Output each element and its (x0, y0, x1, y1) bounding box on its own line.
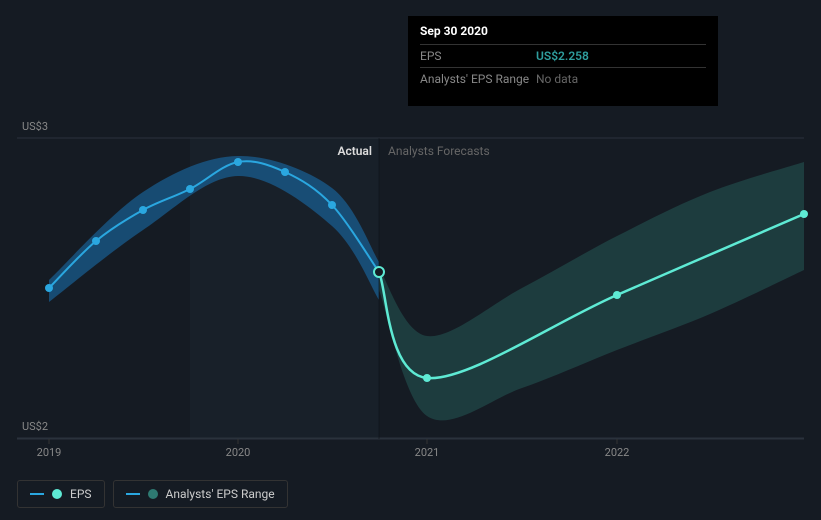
tooltip-label: Analysts' EPS Range (420, 72, 536, 86)
divider (420, 67, 706, 68)
legend-line-icon (126, 493, 140, 495)
legend-item-eps[interactable]: EPS (17, 480, 105, 508)
legend-label: Analysts' EPS Range (166, 487, 275, 501)
legend-item-range[interactable]: Analysts' EPS Range (113, 480, 288, 508)
y-tick-label: US$2 (22, 420, 48, 433)
x-tick-label: 2021 (415, 446, 440, 459)
section-forecast-label: Analysts Forecasts (388, 144, 490, 158)
legend-line-icon (30, 493, 44, 495)
tooltip-row: Analysts' EPS Range No data (420, 72, 706, 86)
x-tick-label: 2022 (605, 446, 630, 459)
legend-dot-icon (148, 489, 158, 499)
chart-container: { "chart": { "type": "line", "width": 82… (0, 0, 821, 520)
tooltip-value: No data (536, 72, 578, 86)
legend-dot-icon (52, 489, 62, 499)
tooltip-date: Sep 30 2020 (420, 24, 706, 38)
section-actual-label: Actual (337, 144, 372, 158)
chart-tooltip: Sep 30 2020 EPS US$2.258 Analysts' EPS R… (408, 16, 718, 106)
x-tick-label: 2019 (37, 446, 62, 459)
tooltip-value: US$2.258 (536, 49, 589, 63)
y-tick-label: US$3 (22, 120, 48, 133)
legend-label: EPS (70, 487, 92, 501)
chart-legend: EPS Analysts' EPS Range (17, 480, 288, 508)
tooltip-row: EPS US$2.258 (420, 49, 706, 63)
x-tick-label: 2020 (226, 446, 251, 459)
divider (420, 44, 706, 45)
tooltip-label: EPS (420, 49, 536, 63)
